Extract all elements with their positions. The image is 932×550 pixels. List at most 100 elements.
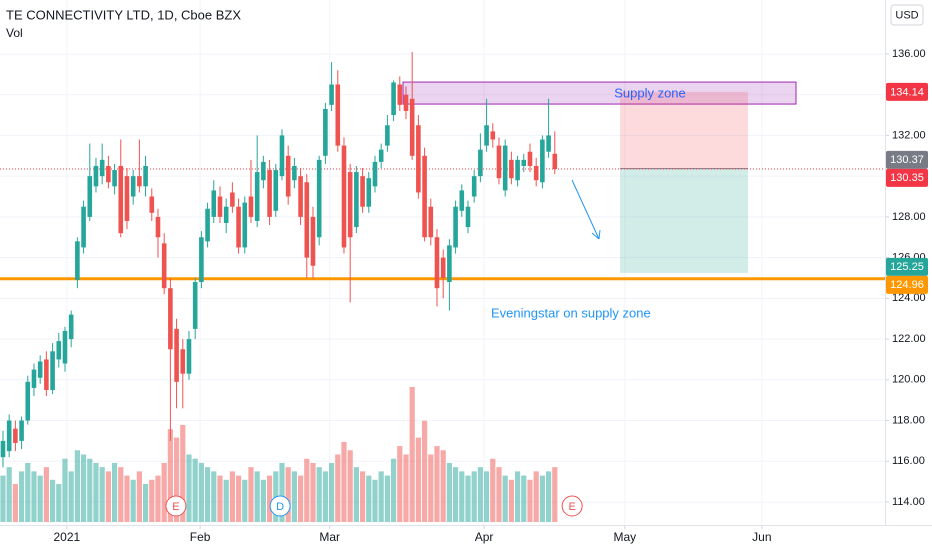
x-tick-label: May xyxy=(614,530,637,544)
volume-bar xyxy=(161,462,167,522)
x-tick-label: Mar xyxy=(319,530,340,544)
candle-body xyxy=(161,243,167,289)
volume-bar xyxy=(37,475,43,522)
volume-bar xyxy=(452,467,459,522)
volume-bar xyxy=(285,467,291,522)
candle-body xyxy=(416,125,421,193)
candle-body xyxy=(19,420,24,441)
volume-title: Vol xyxy=(6,26,23,40)
candle-body xyxy=(397,84,403,105)
candle-body xyxy=(335,84,341,146)
volume-bar xyxy=(310,462,316,522)
candle-body xyxy=(112,170,117,187)
price-label: 125.25 xyxy=(890,261,924,273)
volume-bar xyxy=(254,471,260,522)
volume-bar xyxy=(136,471,142,522)
arrow xyxy=(571,179,601,240)
x-tick-label: Jun xyxy=(752,530,771,544)
candle-body xyxy=(540,139,545,183)
volume-bar xyxy=(347,450,353,522)
event-marker xyxy=(561,495,583,517)
candle-body xyxy=(440,257,446,278)
candle-body xyxy=(304,182,310,258)
volume-bar xyxy=(49,479,56,522)
volume-bar xyxy=(508,479,514,522)
candle-body xyxy=(199,237,204,283)
candle-body xyxy=(502,145,508,191)
volume-bar xyxy=(204,467,211,522)
volume-bar xyxy=(384,475,390,522)
candle-body xyxy=(471,176,477,197)
volume-bar xyxy=(142,484,149,522)
candle-body xyxy=(81,206,86,248)
candle-body xyxy=(242,202,248,248)
volume-bar xyxy=(223,479,229,522)
volume-bar xyxy=(297,475,304,522)
volume-bar xyxy=(6,467,12,522)
volume-bar xyxy=(130,479,136,522)
candle-body xyxy=(180,349,186,374)
candle-body xyxy=(44,359,49,390)
candle-body xyxy=(13,428,18,443)
candle-body xyxy=(453,206,458,248)
volume-bar xyxy=(31,471,37,522)
candle-body xyxy=(254,172,260,221)
candle-body xyxy=(236,206,241,248)
y-tick-label: 128.00 xyxy=(892,211,926,223)
price-label-box xyxy=(886,82,928,101)
volume-bar xyxy=(149,479,155,522)
y-tick-label: 132.00 xyxy=(892,129,926,141)
candle-body xyxy=(149,196,155,213)
candle-body xyxy=(37,361,43,378)
candle-body xyxy=(323,108,328,156)
candle-body xyxy=(490,131,496,140)
volume-bar xyxy=(198,462,204,522)
candle-body xyxy=(25,381,31,421)
candle-body xyxy=(205,208,210,242)
volume-bar xyxy=(105,471,111,522)
x-tick-label: 2021 xyxy=(53,530,80,544)
event-marker xyxy=(269,495,291,517)
annotation: Eveningstar on supply zone xyxy=(491,305,651,320)
candle-body xyxy=(186,339,192,374)
price-labels: 134.14 130.37 125.25 130.35 124.96 xyxy=(886,82,928,294)
volume-bar xyxy=(99,467,105,522)
volume-bar xyxy=(62,458,68,522)
volume-bar xyxy=(483,471,490,522)
candle-body xyxy=(552,153,558,170)
volume-bar xyxy=(328,462,335,522)
currency-box[interactable] xyxy=(890,4,924,26)
candle-body xyxy=(496,145,502,179)
volume-bar xyxy=(186,454,192,522)
volume-bar xyxy=(359,471,366,522)
candle-body xyxy=(217,196,223,217)
y-tick-label: 136.00 xyxy=(892,48,926,60)
price-label: 130.35 xyxy=(890,172,924,184)
drawings xyxy=(0,81,885,281)
volume-bar xyxy=(217,475,223,522)
volume-bar xyxy=(446,462,452,522)
volume-bar xyxy=(25,462,31,522)
candle-body xyxy=(428,206,434,238)
candle-body xyxy=(223,206,229,223)
candle-body xyxy=(174,328,179,382)
volume-bar xyxy=(118,467,124,522)
y-tick-label: 116.00 xyxy=(892,455,925,467)
volume-bar xyxy=(235,475,242,522)
candles xyxy=(0,51,558,468)
price-label-box xyxy=(886,275,928,294)
currency[interactable]: USD xyxy=(895,9,918,21)
candle-body xyxy=(106,165,111,183)
volume-bar xyxy=(93,462,99,522)
volume-bar xyxy=(279,462,285,522)
volume-bar xyxy=(74,450,80,522)
candle-body xyxy=(273,170,279,211)
candle-body xyxy=(68,314,74,340)
volume-bar xyxy=(471,471,477,522)
volume-bar xyxy=(415,437,421,522)
candle-body xyxy=(99,159,105,177)
candle-body xyxy=(298,176,303,217)
y-tick-label: 122.00 xyxy=(892,333,926,345)
candle-body xyxy=(366,178,372,207)
